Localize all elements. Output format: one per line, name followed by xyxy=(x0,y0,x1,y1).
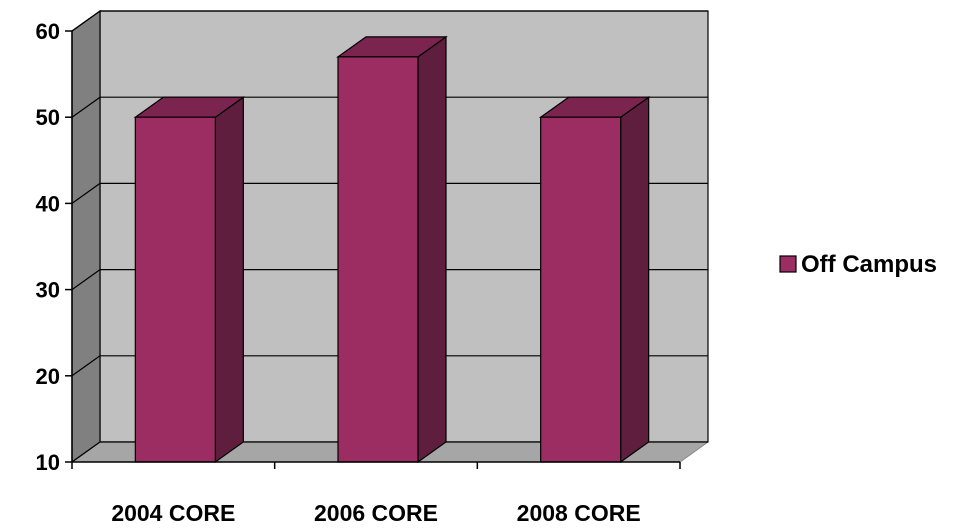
legend-item-off-campus[interactable]: Off Campus xyxy=(779,251,937,278)
x-tick-label: 2006 CORE xyxy=(314,500,438,526)
legend[interactable]: Off Campus xyxy=(779,251,937,278)
y-axis-ticks: 10 20 30 40 50 60 xyxy=(36,19,72,475)
legend-label: Off Campus xyxy=(801,251,937,278)
bar-side-face xyxy=(214,96,244,464)
y-tick-label: 40 xyxy=(36,191,60,216)
bar-front-face xyxy=(337,56,419,463)
legend-swatch xyxy=(779,255,797,273)
x-tick-label: 2004 CORE xyxy=(111,500,235,526)
y-tick-label: 10 xyxy=(36,450,60,475)
y-tick-label: 30 xyxy=(36,278,60,303)
y-tick-label: 50 xyxy=(36,105,60,130)
x-tick-label: 2008 CORE xyxy=(517,500,641,526)
bar-side-face xyxy=(417,35,447,464)
gridline-side xyxy=(71,96,101,118)
gridline-side xyxy=(71,182,101,204)
x-axis-ticks: 2004 CORE 2006 CORE 2008 CORE xyxy=(71,462,681,526)
bar-2004-core xyxy=(133,96,246,464)
bar-front-face xyxy=(134,116,216,463)
side-wall xyxy=(71,9,101,464)
gridline-side xyxy=(71,355,101,377)
y-tick-label: 20 xyxy=(36,364,60,389)
bar-side-face xyxy=(620,96,650,464)
gridline-side xyxy=(71,10,101,32)
y-tick-label: 60 xyxy=(36,19,60,44)
axes xyxy=(71,31,680,463)
bar-2008-core xyxy=(538,96,651,464)
gridline-side xyxy=(71,441,101,463)
bars xyxy=(133,35,651,464)
gridline-side xyxy=(71,269,101,291)
bar-2006-core xyxy=(336,35,448,464)
bar-front-face xyxy=(540,116,622,463)
